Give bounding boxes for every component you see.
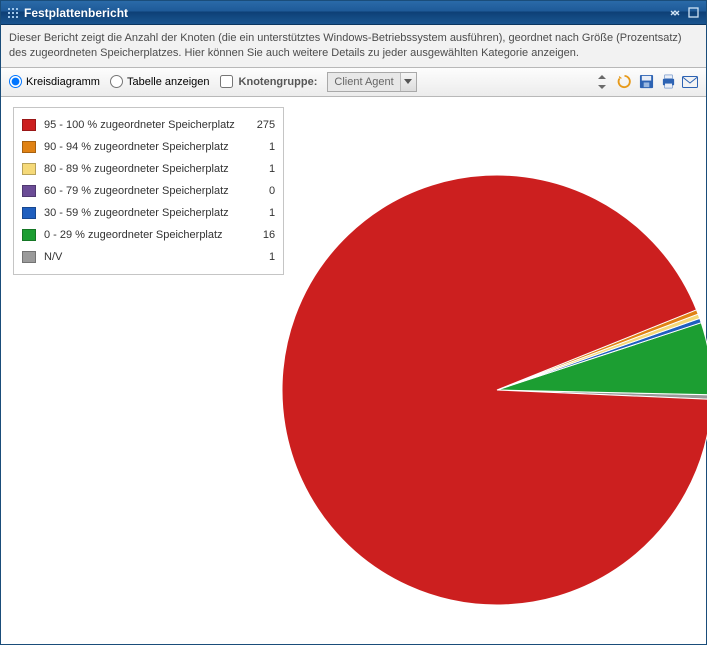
- legend-label: 90 - 94 % zugeordneter Speicherplatz: [44, 141, 229, 153]
- legend-value: 1: [251, 163, 275, 175]
- checkbox-nodegroup[interactable]: Knotengruppe:: [220, 75, 318, 88]
- legend-row[interactable]: 60 - 79 % zugeordneter Speicherplatz 0: [22, 180, 275, 202]
- legend-value: 275: [243, 119, 275, 131]
- legend-swatch: [22, 207, 36, 219]
- legend-value: 16: [249, 229, 275, 241]
- radio-pie-input[interactable]: [9, 75, 22, 88]
- legend-value: 1: [251, 251, 275, 263]
- legend-swatch: [22, 119, 36, 131]
- maximize-icon[interactable]: [686, 6, 700, 20]
- dropdown-value: Client Agent: [328, 76, 399, 88]
- legend-value: 1: [251, 141, 275, 153]
- window-title: Festplattenbericht: [24, 6, 668, 20]
- toolbar-actions: [594, 74, 698, 90]
- save-icon[interactable]: [638, 74, 654, 90]
- collapse-icon[interactable]: [668, 6, 682, 20]
- expand-updown-icon[interactable]: [594, 74, 610, 90]
- legend-swatch: [22, 229, 36, 241]
- legend-row[interactable]: 80 - 89 % zugeordneter Speicherplatz 1: [22, 158, 275, 180]
- legend-label: 80 - 89 % zugeordneter Speicherplatz: [44, 163, 229, 175]
- window-controls: [668, 6, 700, 20]
- legend-swatch: [22, 163, 36, 175]
- legend-label: N/V: [44, 251, 62, 263]
- titlebar: Festplattenbericht: [1, 1, 706, 25]
- radio-pie[interactable]: Kreisdiagramm: [9, 75, 100, 88]
- legend-row[interactable]: 90 - 94 % zugeordneter Speicherplatz 1: [22, 136, 275, 158]
- checkbox-nodegroup-label: Knotengruppe:: [239, 76, 318, 88]
- print-icon[interactable]: [660, 74, 676, 90]
- legend-row[interactable]: 95 - 100 % zugeordneter Speicherplatz 275: [22, 114, 275, 136]
- legend: 95 - 100 % zugeordneter Speicherplatz 275…: [13, 107, 284, 275]
- radio-pie-label: Kreisdiagramm: [26, 76, 100, 88]
- mail-icon[interactable]: [682, 74, 698, 90]
- legend-row[interactable]: 0 - 29 % zugeordneter Speicherplatz 16: [22, 224, 275, 246]
- legend-swatch: [22, 141, 36, 153]
- legend-swatch: [22, 185, 36, 197]
- legend-label: 0 - 29 % zugeordneter Speicherplatz: [44, 229, 223, 241]
- refresh-icon[interactable]: [616, 74, 632, 90]
- legend-value: 1: [251, 207, 275, 219]
- nodegroup-dropdown[interactable]: Client Agent: [327, 72, 416, 92]
- legend-row[interactable]: N/V 1: [22, 246, 275, 268]
- radio-table[interactable]: Tabelle anzeigen: [110, 75, 210, 88]
- chart-area: 95 - 100 % zugeordneter Speicherplatz 275…: [1, 97, 706, 644]
- description-text: Dieser Bericht zeigt die Anzahl der Knot…: [9, 32, 682, 59]
- chevron-down-icon[interactable]: [400, 73, 416, 91]
- legend-row[interactable]: 30 - 59 % zugeordneter Speicherplatz 1: [22, 202, 275, 224]
- checkbox-nodegroup-input[interactable]: [220, 75, 233, 88]
- radio-table-label: Tabelle anzeigen: [127, 76, 210, 88]
- legend-label: 30 - 59 % zugeordneter Speicherplatz: [44, 207, 229, 219]
- legend-swatch: [22, 251, 36, 263]
- grid-icon: [7, 7, 19, 19]
- legend-label: 60 - 79 % zugeordneter Speicherplatz: [44, 185, 229, 197]
- legend-value: 0: [251, 185, 275, 197]
- description-panel: Dieser Bericht zeigt die Anzahl der Knot…: [1, 25, 706, 68]
- toolbar: Kreisdiagramm Tabelle anzeigen Knotengru…: [1, 68, 706, 97]
- report-window: Festplattenbericht Dieser Bericht zeigt …: [0, 0, 707, 645]
- legend-label: 95 - 100 % zugeordneter Speicherplatz: [44, 119, 235, 131]
- pie-chart: [279, 172, 707, 611]
- radio-table-input[interactable]: [110, 75, 123, 88]
